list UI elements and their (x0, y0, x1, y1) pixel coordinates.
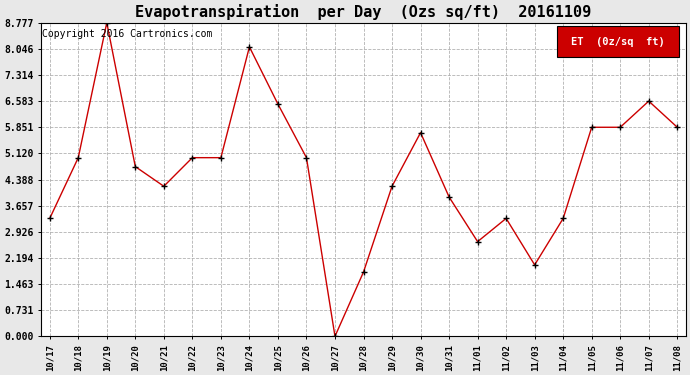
FancyBboxPatch shape (557, 26, 680, 57)
Title: Evapotranspiration  per Day  (Ozs sq/ft)  20161109: Evapotranspiration per Day (Ozs sq/ft) 2… (135, 4, 591, 20)
Text: ET  (0z/sq  ft): ET (0z/sq ft) (571, 36, 665, 46)
Text: Copyright 2016 Cartronics.com: Copyright 2016 Cartronics.com (42, 29, 213, 39)
